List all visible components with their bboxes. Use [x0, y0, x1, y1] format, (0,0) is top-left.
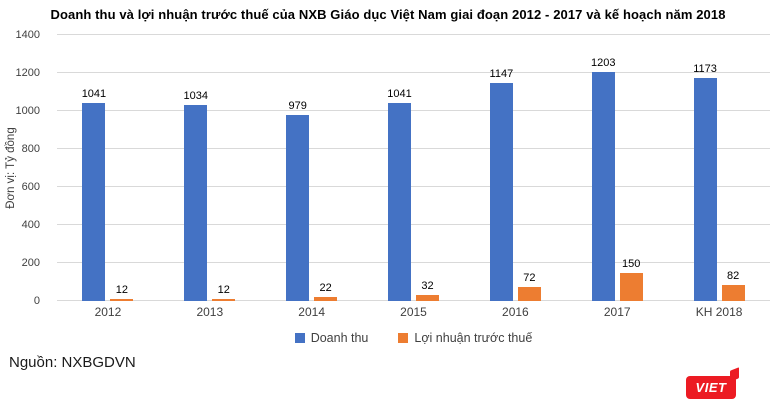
bar-group-2016: 1147 72 [464, 35, 566, 301]
x-axis-label-2017: 2017 [603, 305, 631, 319]
bar-Doanh thu-2016 [489, 83, 513, 301]
bar-column: 12 [212, 35, 236, 301]
bar-group-2012: 1041 12 [57, 35, 159, 301]
bar-Lợi nhuận trước thuế-2017 [619, 272, 643, 301]
bar-column: 1034 [183, 35, 209, 301]
x-axis-label-2012: 2012 [94, 305, 122, 319]
bar-value-label: 1041 [81, 88, 107, 101]
gridline-0 [57, 300, 770, 301]
bar-group-2017: 1203 150 [566, 35, 668, 301]
bar-Doanh thu-2017 [591, 72, 615, 301]
x-axis-label-2014: 2014 [298, 305, 325, 319]
bar-column: 1041 [81, 35, 107, 301]
bar-column: 72 [517, 35, 541, 301]
legend-item-Doanh thu: Doanh thu [294, 331, 369, 345]
bar-Lợi nhuận trước thuế-2016 [517, 287, 541, 301]
bar-group-2015: 1041 32 [363, 35, 465, 301]
x-axis-label-KH 2018: KH 2018 [695, 305, 743, 319]
bar-value-label: 1173 [693, 63, 717, 76]
y-tick-label-200: 200 [21, 257, 40, 269]
brand-flag-icon [730, 367, 739, 382]
bar-Lợi nhuận trước thuế-2013 [212, 298, 236, 301]
bar-Doanh thu-KH 2018 [693, 78, 717, 301]
bar-Lợi nhuận trước thuế-KH 2018 [721, 285, 745, 301]
bar-column: 12 [110, 35, 134, 301]
bar-value-label: 72 [523, 272, 536, 285]
bar-group-2013: 1034 12 [159, 35, 261, 301]
gridline-800 [57, 148, 770, 149]
bar-value-label: 1041 [387, 88, 412, 101]
bar-value-label: 12 [217, 283, 230, 296]
bar-value-label: 1147 [489, 68, 514, 81]
bar-Lợi nhuận trước thuế-2014 [314, 296, 338, 301]
legend-swatch-icon [294, 333, 305, 343]
bar-group-KH 2018: 1173 82 [668, 35, 770, 301]
plot-area: 1041 12 1034 12 979 22 1041 32 1147 72 1203 150 1173… [57, 34, 770, 301]
gridline-1200 [57, 72, 770, 73]
bar-column: 1041 [387, 35, 412, 301]
bar-column: 82 [721, 35, 745, 301]
gridline-200 [57, 262, 770, 263]
bar-value-label: 1034 [183, 89, 209, 102]
source-note: Nguồn: NXBGDVN [9, 354, 136, 371]
bar-column: 22 [314, 35, 338, 301]
bar-group-2014: 979 22 [261, 35, 363, 301]
gridline-400 [57, 224, 770, 225]
y-tick-label-400: 400 [21, 219, 40, 231]
bar-value-label: 150 [622, 257, 641, 270]
gridline-1000 [57, 110, 770, 111]
bar-column: 1203 [590, 35, 616, 301]
bar-Doanh thu-2015 [388, 103, 411, 301]
bar-Doanh thu-2013 [184, 104, 208, 301]
legend-item-Lợi nhuận trước thuế: Lợi nhuận trước thuế [398, 331, 532, 345]
bar-column: 1173 [693, 35, 717, 301]
bar-value-label: 82 [726, 270, 740, 283]
bar-Lợi nhuận trước thuế-2012 [110, 298, 134, 301]
y-tick-label-0: 0 [33, 295, 40, 307]
bar-Doanh thu-2014 [286, 115, 310, 301]
legend-swatch-icon [398, 333, 409, 343]
brand-logo-text: VIET [695, 380, 727, 395]
y-axis-tick-labels: 0 200 400 600 800 1000 1200 1400 [0, 29, 48, 307]
bar-column: 32 [416, 35, 439, 301]
gridline-1400 [57, 34, 770, 35]
y-tick-label-1400: 1400 [15, 29, 40, 41]
x-axis-label-2013: 2013 [196, 305, 224, 319]
brand-logo: VIET [686, 367, 739, 399]
legend: Doanh thu Lợi nhuận trước thuế [57, 331, 770, 345]
legend-label: Lợi nhuận trước thuế [414, 331, 533, 345]
gridline-600 [57, 186, 770, 187]
y-tick-label-1200: 1200 [15, 67, 40, 79]
bar-column: 1147 [490, 35, 513, 301]
bar-column: 150 [619, 35, 643, 301]
y-tick-label-600: 600 [21, 181, 40, 193]
bar-Doanh thu-2012 [82, 103, 106, 301]
bar-value-label: 22 [319, 281, 332, 294]
bar-Lợi nhuận trước thuế-2015 [416, 294, 439, 301]
y-tick-label-1000: 1000 [15, 105, 40, 117]
bar-column: 979 [286, 35, 310, 301]
x-axis-label-2015: 2015 [400, 305, 427, 319]
bar-value-label: 1203 [590, 57, 616, 70]
legend-label: Doanh thu [310, 331, 369, 345]
bar-value-label: 12 [115, 283, 129, 296]
bar-groups: 1041 12 1034 12 979 22 1041 32 1147 72 1203 150 1173… [57, 35, 770, 301]
bar-value-label: 32 [421, 279, 434, 292]
y-tick-label-800: 800 [21, 143, 40, 155]
bar-value-label: 979 [288, 100, 307, 112]
x-axis-labels: 2012 2013 2014 2015 2016 2017 KH 2018 [57, 305, 770, 319]
chart-title: Doanh thu và lợi nhuận trước thuế của NX… [50, 7, 726, 22]
x-axis-label-2016: 2016 [502, 305, 529, 319]
